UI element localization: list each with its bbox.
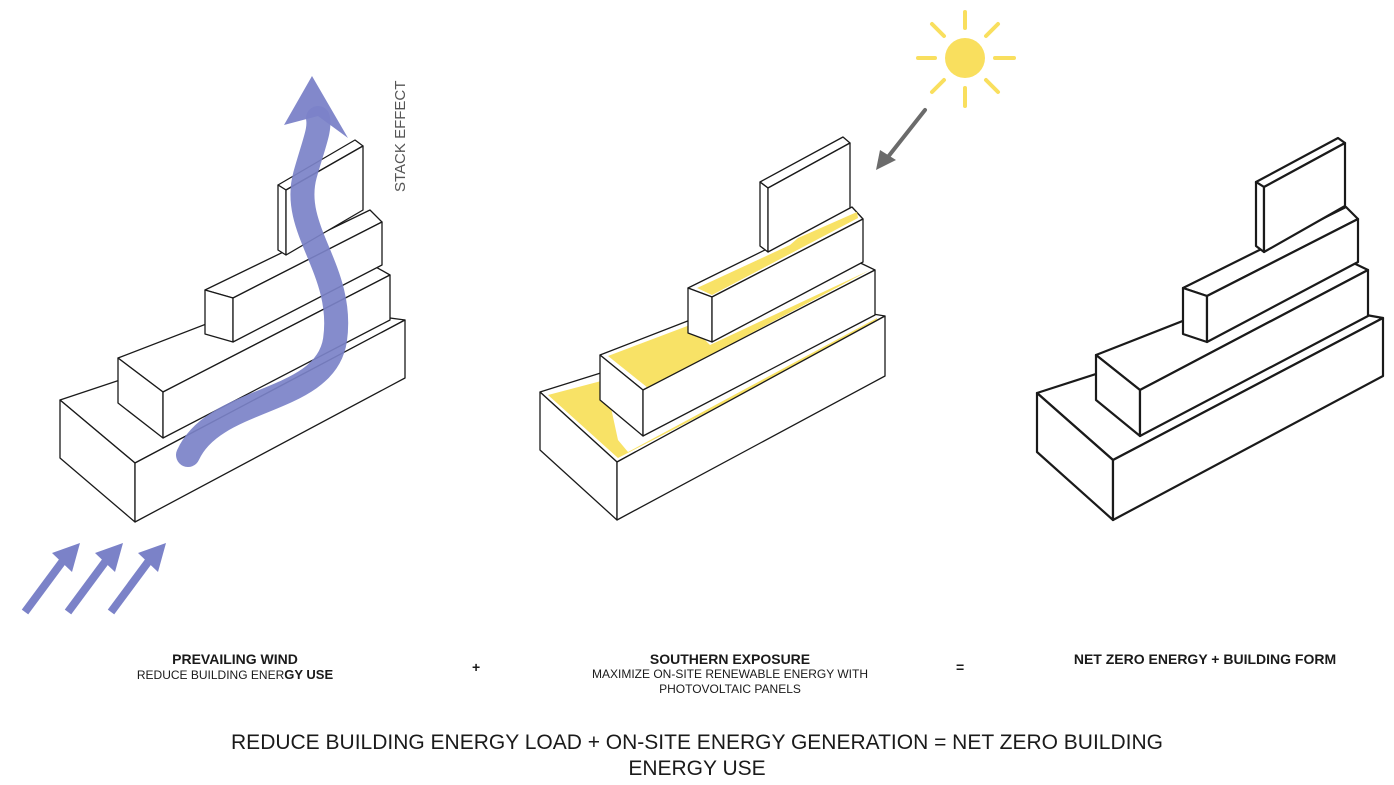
plus-operator: + (472, 659, 481, 675)
sun-ray-arrow-icon (876, 108, 927, 170)
third-tier-front (687, 287, 713, 343)
sun-icon (916, 10, 1016, 108)
caption-solar-title: SOUTHERN EXPOSURE (649, 651, 811, 667)
third-tier-front (1181, 286, 1209, 344)
building-net-zero (1035, 136, 1385, 522)
third-tier-front (204, 289, 234, 343)
summary-statement: REDUCE BUILDING ENERGY LOAD + ON-SITE EN… (0, 730, 1394, 782)
caption-wind: PREVAILING WIND REDUCE BUILDING ENERGY U… (95, 651, 375, 683)
caption-net-zero: NET ZERO ENERGY + BUILDING FORM (1040, 651, 1370, 667)
top-block-side (1262, 141, 1347, 254)
base-tier-side (616, 315, 886, 521)
second-tier-side (642, 269, 876, 437)
third-tier-side (232, 221, 383, 343)
third-tier-side (1205, 217, 1360, 344)
caption-wind-sub: REDUCE BUILDING ENERGY USE (95, 667, 375, 683)
summary-line-2: ENERGY USE (628, 757, 766, 780)
top-block-front (277, 184, 287, 256)
summary-line-1: REDUCE BUILDING ENERGY LOAD + ON-SITE EN… (231, 731, 1163, 754)
stack-arrow-icon (176, 76, 349, 467)
top-block-front (1254, 180, 1266, 254)
caption-solar-sub-line1: MAXIMIZE ON-SITE RENEWABLE ENERGY WITH (591, 667, 869, 681)
top-block-front (759, 181, 769, 253)
base-tier-side (1111, 316, 1385, 522)
top-block-side (767, 142, 851, 253)
caption-wind-sub-bold: GY USE (284, 667, 334, 682)
stack-effect-label: STACK EFFECT (392, 81, 409, 192)
caption-net-zero-title: NET ZERO ENERGY + BUILDING FORM (1073, 651, 1337, 667)
building-wind (59, 139, 406, 523)
caption-solar-sub-line2: PHOTOVOLTAIC PANELS (659, 682, 801, 696)
building-solar (539, 136, 886, 521)
caption-wind-title: PREVAILING WIND (172, 651, 298, 667)
pv-panel-third (697, 212, 858, 295)
third-tier-side (711, 218, 864, 343)
pv-panel-second (608, 270, 870, 388)
caption-solar: SOUTHERN EXPOSURE MAXIMIZE ON-SITE RENEW… (575, 651, 885, 697)
second-tier-side (1138, 268, 1370, 438)
wind-arrows-icon (21, 543, 166, 615)
caption-wind-sub-normal: REDUCE BUILDING ENER (136, 668, 285, 682)
equals-operator: = (956, 659, 965, 675)
